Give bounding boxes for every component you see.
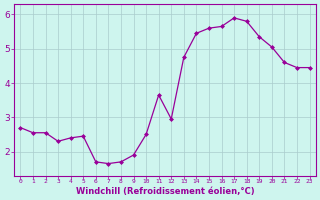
X-axis label: Windchill (Refroidissement éolien,°C): Windchill (Refroidissement éolien,°C) [76,187,254,196]
